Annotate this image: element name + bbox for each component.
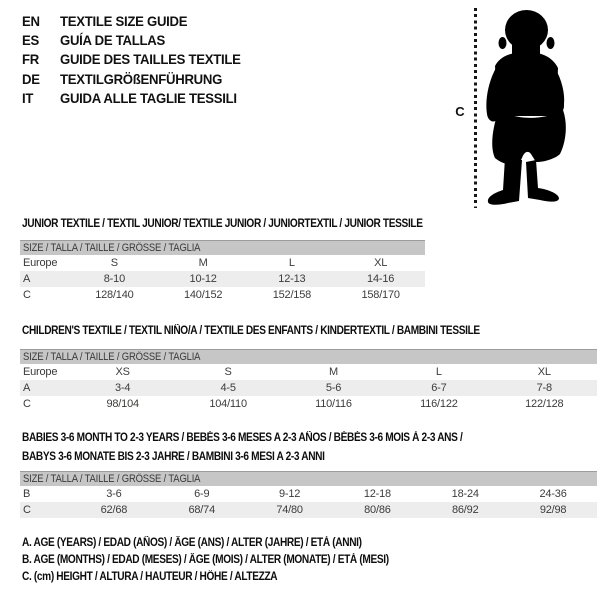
age-value: 5-6: [325, 382, 342, 394]
size-value: L: [435, 366, 442, 378]
height-value: 110/116: [315, 398, 352, 410]
language-row-en: EN TEXTILE SIZE GUIDE: [22, 11, 252, 30]
age-value: 6-7: [431, 382, 447, 394]
size-header-label: SIZE / TALLA / TAILLE / GRÖSSE / TAGLIA: [23, 242, 201, 254]
age-value: 10-12: [189, 273, 217, 285]
language-title: TEXTILE SIZE GUIDE: [60, 12, 188, 29]
children-table-title: CHILDREN'S TEXTILE / TEXTIL NIÑO/A / TEX…: [22, 321, 542, 339]
age-value: 7-8: [536, 382, 553, 394]
size-value: XL: [374, 257, 388, 269]
row-label: Europe: [23, 257, 58, 269]
language-title: TEXTILGRÖßENFÜHRUNG: [60, 70, 223, 87]
babies-table-title-line2: BABYS 3-6 MONATE BIS 2-3 JAHRE / BAMBINI…: [22, 451, 325, 463]
height-value: 116/122: [420, 398, 458, 410]
legend-text: B. AGE (MONTHS) / EDAD (MESES) / ÂGE (MO…: [22, 554, 389, 567]
row-label: A: [23, 382, 31, 394]
measure-legend: A. AGE (YEARS) / EDAD (AÑOS) / ÂGE (ANS)…: [22, 535, 439, 585]
children-table-header: SIZE / TALLA / TAILLE / GRÖSSE / TAGLIA: [20, 349, 597, 364]
row-label: C: [23, 398, 31, 410]
row-label: C: [23, 504, 31, 516]
language-title: GUIDA ALLE TAGLIE TESSILI: [60, 90, 237, 107]
junior-table-title: JUNIOR TEXTILE / TEXTIL JUNIOR/ TEXTILE …: [22, 214, 477, 232]
age-value: 4-5: [220, 382, 236, 394]
language-row-fr: FR GUIDE DES TAILLES TEXTILE: [22, 50, 252, 69]
legend-text: A. AGE (YEARS) / EDAD (AÑOS) / ÂGE (ANS)…: [22, 537, 362, 550]
babies-table-title: BABIES 3-6 MONTH TO 2-3 YEARS / BEBÉS 3-…: [22, 428, 523, 466]
legend-line-a: A. AGE (YEARS) / EDAD (AÑOS) / ÂGE (ANS)…: [22, 535, 439, 552]
language-title-list: EN TEXTILE SIZE GUIDE ES GUÍA DE TALLAS …: [22, 11, 252, 108]
age-value: 12-13: [278, 273, 306, 285]
height-measure-label: C: [455, 104, 465, 119]
table-row-age: A 3-4 4-5 5-6 6-7 7-8: [20, 380, 597, 396]
table-row-age: A 8-10 10-12 12-13 14-16: [20, 271, 425, 287]
legend-line-c: C. (cm) HEIGHT / ALTURA / HAUTEUR / HÖHE…: [22, 569, 439, 586]
language-title: GUIDE DES TAILLES TEXTILE: [60, 51, 241, 68]
height-value: 98/104: [106, 398, 139, 410]
children-table-title-text: CHILDREN'S TEXTILE / TEXTIL NIÑO/A / TEX…: [22, 325, 480, 337]
language-row-de: DE TEXTILGRÖßENFÜHRUNG: [22, 69, 252, 88]
height-value: 92/98: [539, 504, 567, 516]
babies-size-table: SIZE / TALLA / TAILLE / GRÖSSE / TAGLIA …: [20, 471, 597, 518]
size-value: M: [329, 366, 338, 378]
language-code: FR: [22, 51, 39, 68]
months-value: 3-6: [106, 488, 122, 500]
row-label: C: [23, 289, 31, 301]
months-value: 18-24: [451, 488, 479, 500]
table-row-months: B 3-6 6-9 9-12 12-18 18-24 24-36: [20, 486, 597, 502]
height-value: 86/92: [451, 504, 479, 516]
size-header-label: SIZE / TALLA / TAILLE / GRÖSSE / TAGLIA: [23, 351, 201, 363]
language-code: ES: [22, 32, 39, 49]
height-value: 122/128: [525, 398, 564, 410]
age-value: 8-10: [103, 273, 125, 285]
babies-table-header: SIZE / TALLA / TAILLE / GRÖSSE / TAGLIA: [20, 471, 597, 486]
months-value: 24-36: [539, 488, 567, 500]
height-dotted-line: [474, 8, 477, 208]
height-value: 140/152: [183, 289, 223, 301]
junior-size-table: SIZE / TALLA / TAILLE / GRÖSSE / TAGLIA …: [20, 240, 425, 303]
size-value: XS: [115, 366, 130, 378]
height-value: 74/80: [276, 504, 303, 516]
months-value: 9-12: [278, 488, 301, 500]
legend-line-b: B. AGE (MONTHS) / EDAD (MESES) / ÂGE (MO…: [22, 552, 439, 569]
table-row-height: C 62/68 68/74 74/80 80/86 86/92 92/98: [20, 502, 597, 518]
table-row-height: C 98/104 104/110 110/116 116/122 122/128: [20, 396, 597, 412]
height-value: 104/110: [209, 398, 247, 410]
size-value: M: [198, 257, 208, 269]
size-value: XL: [537, 366, 551, 378]
legend-text: C. (cm) HEIGHT / ALTURA / HAUTEUR / HÖHE…: [22, 570, 278, 583]
language-code: EN: [22, 12, 40, 29]
language-row-es: ES GUÍA DE TALLAS: [22, 30, 252, 49]
junior-table-header: SIZE / TALLA / TAILLE / GRÖSSE / TAGLIA: [20, 240, 425, 255]
height-value: 68/74: [188, 504, 215, 516]
row-label: B: [23, 488, 31, 500]
babies-table-title-line1: BABIES 3-6 MONTH TO 2-3 YEARS / BEBÉS 3-…: [22, 432, 463, 444]
age-value: 14-16: [367, 273, 395, 285]
table-row-europe: Europe XS S M L XL: [20, 364, 597, 380]
table-row-europe: Europe S M L XL: [20, 255, 425, 271]
size-header-label: SIZE / TALLA / TAILLE / GRÖSSE / TAGLIA: [23, 473, 201, 485]
language-row-it: IT GUIDA ALLE TAGLIE TESSILI: [22, 89, 252, 108]
children-size-table: SIZE / TALLA / TAILLE / GRÖSSE / TAGLIA …: [20, 349, 597, 412]
size-value: S: [224, 366, 232, 378]
size-value: L: [288, 257, 295, 269]
baby-silhouette-icon: [486, 10, 566, 205]
table-row-height: C 128/140 140/152 152/158 158/170: [20, 287, 425, 303]
size-value: S: [110, 257, 118, 269]
height-value: 158/170: [361, 289, 400, 301]
row-label: A: [23, 273, 31, 285]
row-label: Europe: [23, 366, 58, 378]
height-value: 128/140: [95, 289, 134, 301]
height-value: 152/158: [272, 289, 312, 301]
months-value: 12-18: [363, 488, 391, 500]
height-value: 80/86: [364, 504, 391, 516]
age-value: 3-4: [115, 382, 131, 394]
junior-table-title-text: JUNIOR TEXTILE / TEXTIL JUNIOR/ TEXTILE …: [22, 218, 423, 230]
language-title: GUÍA DE TALLAS: [60, 32, 165, 49]
months-value: 6-9: [194, 488, 210, 500]
height-value: 62/68: [100, 504, 128, 516]
language-code: IT: [22, 90, 34, 107]
language-code: DE: [22, 70, 40, 87]
